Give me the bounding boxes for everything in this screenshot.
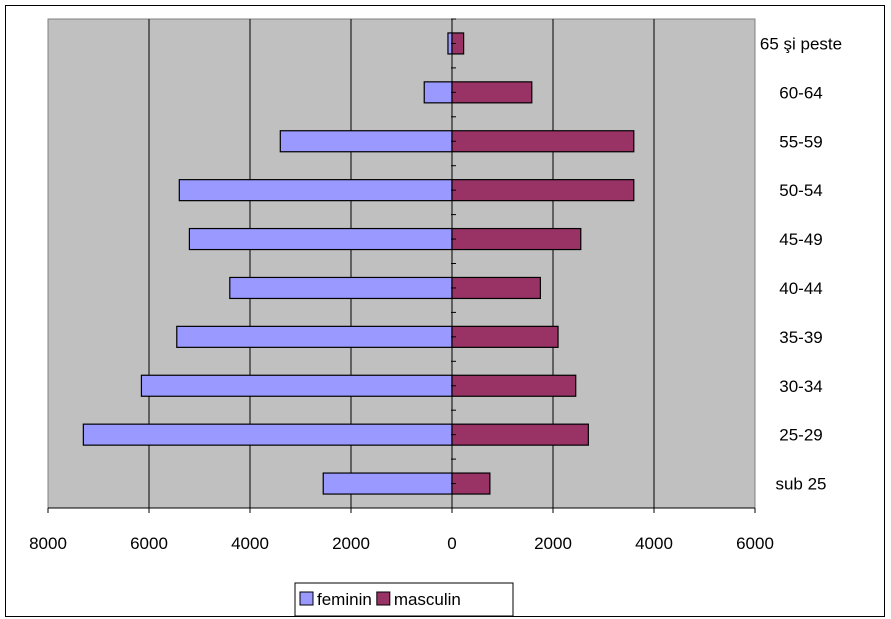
bar-feminin-60-64: [423, 81, 453, 104]
x-tick-label: 8000: [29, 534, 67, 553]
bar-masculin-55-59: [451, 130, 635, 153]
x-tick-label: 4000: [635, 534, 673, 553]
bar-feminin-55-59: [279, 130, 453, 153]
category-label: 55-59: [779, 132, 822, 151]
bar-feminin-25-29: [82, 423, 453, 446]
x-tick-label: 2000: [534, 534, 572, 553]
legend: feminin masculin: [294, 582, 514, 617]
x-tick-label: 6000: [736, 534, 774, 553]
legend-label-feminin: feminin: [317, 590, 372, 609]
legend-label-masculin: masculin: [394, 590, 461, 609]
x-tick-labels: 8000 6000 4000 2000 0 2000 4000 6000: [29, 534, 774, 553]
category-label: 25-29: [779, 426, 822, 445]
x-tick-label: 2000: [332, 534, 370, 553]
bar-masculin-35-39: [451, 325, 559, 348]
category-label: 45-49: [779, 230, 822, 249]
bar-masculin-45-49: [451, 227, 582, 251]
category-label: 40-44: [779, 279, 822, 298]
category-label: 30-34: [779, 377, 822, 396]
legend-box: [294, 582, 514, 617]
x-tick-label: 0: [447, 534, 456, 553]
x-tick-label: 4000: [231, 534, 269, 553]
bar-masculin-50-54: [451, 179, 635, 202]
bar-feminin-35-39: [176, 325, 453, 348]
category-labels: sub 25 25-29 30-34 35-39 40-44 45-49 50-54 55-5…: [760, 34, 842, 493]
bar-feminin-50-54: [178, 179, 453, 202]
bar-feminin-40-44: [229, 276, 453, 300]
bar-masculin-sub-25: [451, 472, 491, 495]
axis: [47, 18, 756, 513]
bar-feminin-sub-25: [322, 472, 453, 495]
category-label: sub 25: [775, 475, 826, 494]
category-label: 35-39: [779, 328, 822, 347]
bar-masculin-60-64: [451, 81, 533, 104]
legend-swatch-masculin: [376, 591, 391, 606]
bar-masculin-30-34: [451, 374, 577, 397]
x-tick-label: 6000: [130, 534, 168, 553]
bar-masculin-25-29: [451, 423, 589, 446]
category-label: 65 şi peste: [760, 34, 842, 53]
legend-swatch-feminin: [299, 591, 314, 606]
bar-masculin-40-44: [451, 276, 541, 300]
bar-feminin-45-49: [188, 227, 453, 251]
category-label: 50-54: [779, 181, 822, 200]
category-label: 60-64: [779, 83, 822, 102]
bar-feminin-30-34: [140, 374, 453, 397]
